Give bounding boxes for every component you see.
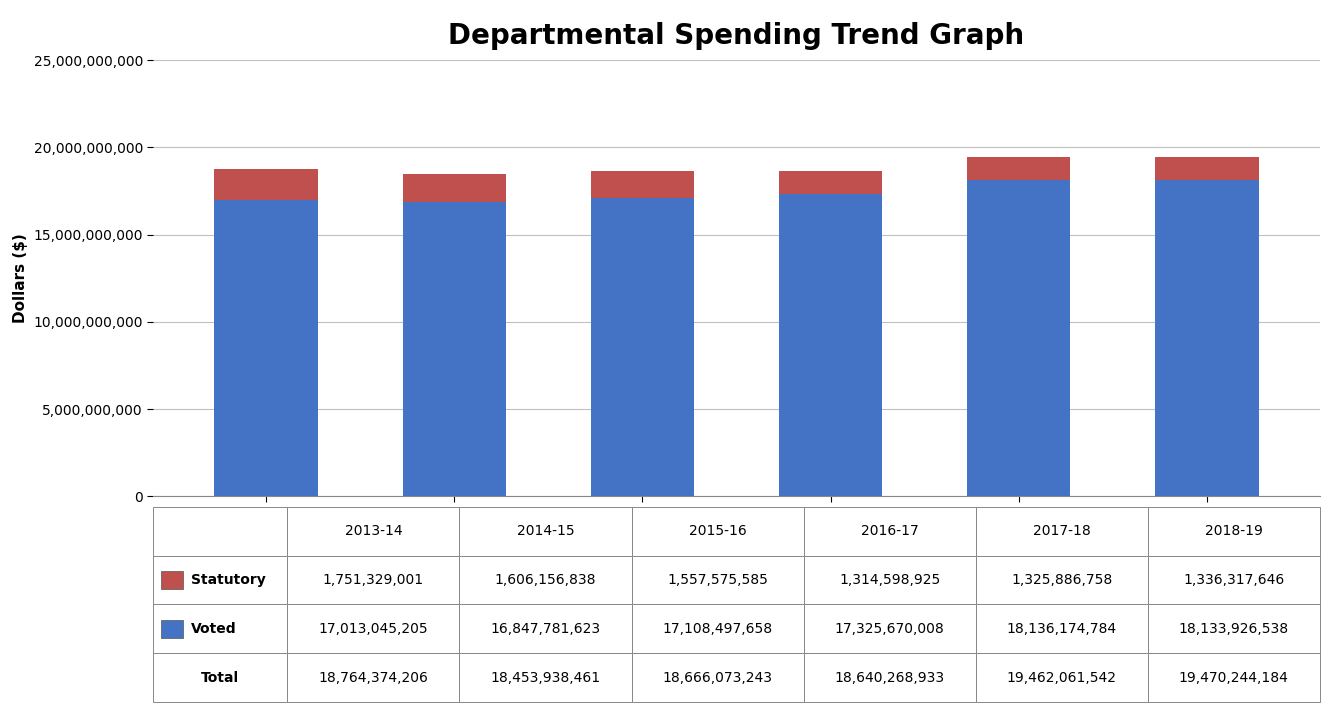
Bar (966, 157, 1070, 180)
Text: 1,325,886,758: 1,325,886,758 (1010, 573, 1112, 587)
Text: 19,462,061,542: 19,462,061,542 (1006, 671, 1117, 684)
Text: 1,557,575,585: 1,557,575,585 (666, 573, 768, 587)
Text: Total: Total (201, 671, 240, 684)
Bar (215, 169, 317, 199)
Text: 1,314,598,925: 1,314,598,925 (838, 573, 940, 587)
Text: 1,336,317,646: 1,336,317,646 (1182, 573, 1284, 587)
Bar (591, 198, 694, 496)
Bar (403, 203, 507, 496)
Text: 17,013,045,205: 17,013,045,205 (319, 622, 428, 636)
Text: Statutory: Statutory (191, 573, 265, 587)
Text: 18,453,938,461: 18,453,938,461 (491, 671, 601, 684)
Bar (1156, 157, 1258, 180)
Text: 2015-16: 2015-16 (689, 525, 746, 538)
Y-axis label: Dollars ($): Dollars ($) (13, 233, 28, 323)
Text: 1,751,329,001: 1,751,329,001 (323, 573, 424, 587)
Title: Departmental Spending Trend Graph: Departmental Spending Trend Graph (448, 21, 1025, 50)
Text: 2013-14: 2013-14 (345, 525, 403, 538)
Text: 18,764,374,206: 18,764,374,206 (319, 671, 428, 684)
Bar (966, 180, 1070, 496)
Text: Voted: Voted (191, 622, 236, 636)
Text: 17,325,670,008: 17,325,670,008 (834, 622, 945, 636)
Text: 2016-17: 2016-17 (861, 525, 918, 538)
Text: 18,666,073,243: 18,666,073,243 (663, 671, 773, 684)
Text: 2017-18: 2017-18 (1033, 525, 1090, 538)
Bar (778, 194, 882, 496)
Text: 16,847,781,623: 16,847,781,623 (491, 622, 601, 636)
Bar (778, 171, 882, 194)
Text: 17,108,497,658: 17,108,497,658 (663, 622, 773, 636)
Text: 18,136,174,784: 18,136,174,784 (1006, 622, 1117, 636)
Bar (403, 174, 507, 203)
Text: 2014-15: 2014-15 (517, 525, 575, 538)
Text: 1,606,156,838: 1,606,156,838 (495, 573, 596, 587)
Bar (591, 171, 694, 198)
Text: 18,640,268,933: 18,640,268,933 (834, 671, 945, 684)
Text: 2018-19: 2018-19 (1205, 525, 1262, 538)
Text: 18,133,926,538: 18,133,926,538 (1178, 622, 1289, 636)
Bar (1156, 180, 1258, 496)
Bar (215, 199, 317, 496)
Text: 19,470,244,184: 19,470,244,184 (1178, 671, 1289, 684)
